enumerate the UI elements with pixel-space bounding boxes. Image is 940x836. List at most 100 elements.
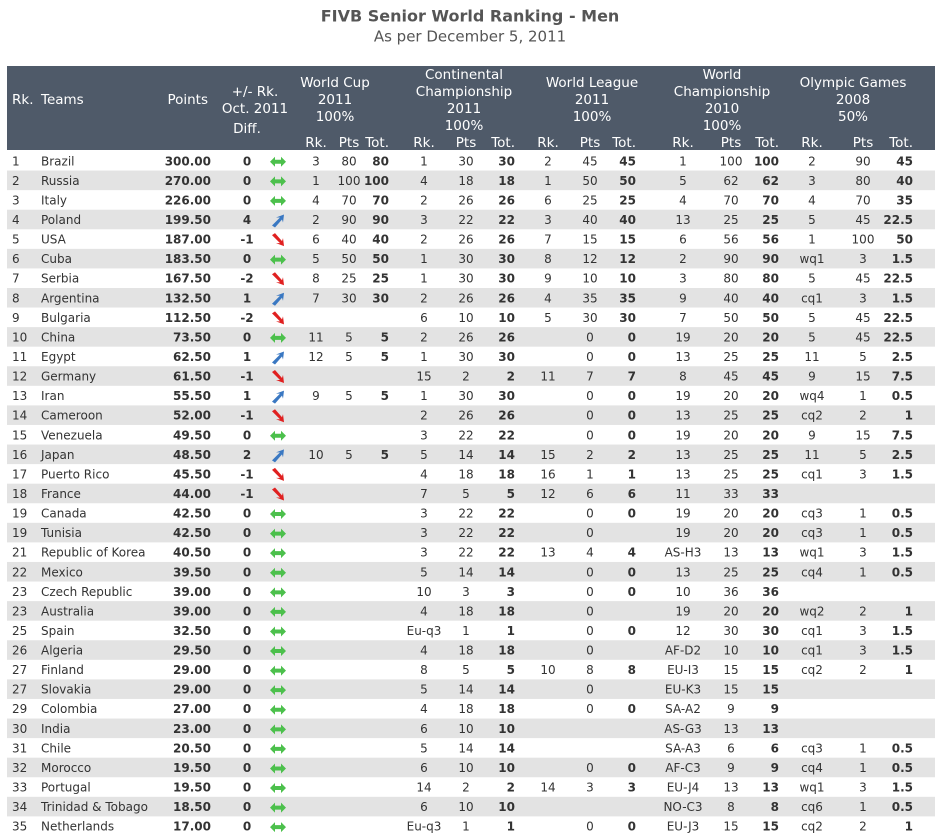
row-stripe (7, 679, 935, 699)
group-header: Championship (674, 84, 770, 100)
row-stripe (7, 444, 935, 465)
diff: 1 (243, 350, 251, 364)
points-cell: 30 (458, 252, 473, 266)
total-cell: 25 (372, 272, 389, 286)
total-cell: 0 (628, 702, 636, 716)
points-cell: 0 (586, 702, 594, 716)
rank-cell: 6 (312, 233, 320, 247)
points: 19.50 (173, 781, 211, 795)
points-cell: 5 (462, 663, 470, 677)
points-cell: 12 (582, 252, 597, 266)
rank: 6 (12, 252, 20, 266)
team: Netherlands (41, 820, 114, 834)
rank-cell: 11 (675, 487, 690, 501)
rank-cell: 1 (420, 272, 428, 286)
diff: 0 (243, 624, 251, 638)
points: 62.50 (173, 350, 211, 364)
total-cell: 4 (628, 546, 636, 560)
rank-cell: 11 (804, 350, 819, 364)
total-cell: 14 (498, 683, 515, 697)
points-cell: 30 (723, 624, 738, 638)
total-cell: 15 (619, 233, 636, 247)
points-cell: 5 (462, 487, 470, 501)
rank-cell: 10 (416, 585, 431, 599)
change-arrow (272, 233, 284, 247)
points-cell: 20 (723, 604, 738, 618)
points: 29.50 (173, 644, 211, 658)
points-cell: 26 (458, 330, 473, 344)
points-cell: 3 (462, 585, 470, 599)
total-cell: 90 (762, 252, 779, 266)
points-cell: 26 (458, 291, 473, 305)
total-cell: 2.5 (892, 350, 913, 364)
rank-cell: wq1 (799, 781, 824, 795)
points-cell: 15 (723, 820, 738, 834)
rank-cell: cq1 (801, 644, 823, 658)
change-arrow (270, 587, 286, 598)
total-cell: 22.5 (883, 272, 913, 286)
points-cell: 4 (586, 546, 594, 560)
team: Japan (40, 448, 74, 462)
team: Serbia (41, 272, 79, 286)
rank-cell: cq4 (801, 565, 823, 579)
team: Bulgaria (41, 311, 91, 325)
change-arrow (272, 409, 284, 423)
rank-cell: 1 (679, 154, 687, 168)
team: Morocco (41, 761, 91, 775)
rank-cell: cq2 (801, 820, 823, 834)
change-arrow (270, 548, 286, 559)
rank-cell: 3 (312, 154, 320, 168)
points-cell: 0 (586, 761, 594, 775)
total-cell: 1 (905, 409, 913, 423)
points-cell: 18 (458, 467, 473, 481)
total-cell: 10 (498, 722, 515, 736)
rank: 5 (12, 233, 20, 247)
points-cell: 45 (855, 311, 870, 325)
rank-cell: 5 (420, 741, 428, 755)
change-arrow (270, 822, 286, 833)
team: Tunisia (40, 526, 82, 540)
change-arrow (270, 704, 286, 715)
points-cell: 0 (586, 683, 594, 697)
points-cell: 25 (341, 272, 356, 286)
rank: 8 (12, 291, 20, 305)
rank-cell: cq1 (801, 467, 823, 481)
rank-cell: 3 (544, 213, 552, 227)
points-cell: 20 (723, 428, 738, 442)
points: 39.50 (173, 565, 211, 579)
rank-cell: 1 (808, 233, 816, 247)
total-cell: 40 (762, 291, 779, 305)
rank-cell: 3 (420, 507, 428, 521)
team: Portugal (41, 781, 91, 795)
rank-cell: 4 (679, 193, 687, 207)
rank: 11 (12, 350, 27, 364)
total-cell: 2.5 (892, 448, 913, 462)
team: Colombia (41, 702, 97, 716)
total-cell: 5 (507, 663, 515, 677)
points-cell: 14 (458, 448, 473, 462)
points-cell: 22 (458, 213, 473, 227)
total-cell: 0 (628, 350, 636, 364)
diff: 0 (243, 644, 251, 658)
rank-cell: 5 (420, 565, 428, 579)
points-cell: 26 (458, 233, 473, 247)
points-cell: 0 (586, 507, 594, 521)
points-cell: 5 (859, 448, 867, 462)
rank-cell: 3 (420, 428, 428, 442)
change-arrow (272, 449, 284, 463)
points-cell: 18 (458, 174, 473, 188)
total-cell: 20 (762, 330, 779, 344)
points-cell: 50 (723, 311, 738, 325)
rank-cell: 2 (679, 252, 687, 266)
diff: 0 (243, 722, 251, 736)
points-cell: 62 (723, 174, 738, 188)
points-cell: 14 (458, 741, 473, 755)
total-cell: 7.5 (892, 370, 913, 384)
points: 27.00 (173, 702, 211, 716)
rank-cell: EU-J4 (667, 781, 700, 795)
team: Trinidad & Tobago (40, 800, 148, 814)
points-cell: 70 (723, 193, 738, 207)
rank-cell: wq1 (799, 252, 824, 266)
diff: -1 (240, 487, 253, 501)
rank-cell: 4 (420, 702, 428, 716)
